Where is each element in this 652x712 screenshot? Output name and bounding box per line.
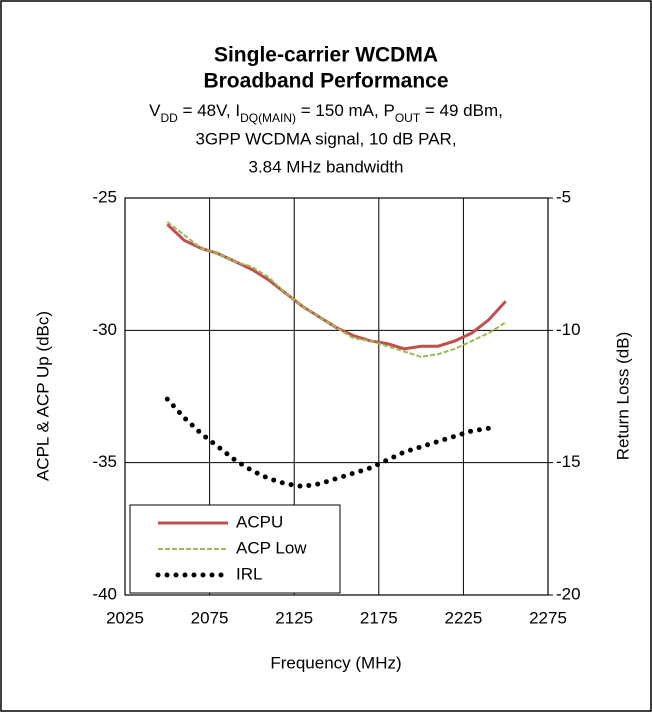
x-tick-label: 2025	[106, 608, 144, 627]
subtitle: 3.84 MHz bandwidth	[249, 157, 404, 176]
y2-axis-label: Return Loss (dB)	[613, 332, 632, 461]
subtitle-part: DQ(MAIN)	[240, 111, 296, 125]
chart-title: Single-carrier WCDMA	[214, 44, 438, 67]
x-axis-label: Frequency (MHz)	[270, 653, 401, 672]
subtitle-part: = 150 mA, P	[296, 101, 395, 120]
subtitle-part: DD	[160, 111, 178, 125]
subtitle-part: OUT	[395, 111, 421, 125]
x-tick-label: 2175	[360, 608, 398, 627]
subtitle: 3GPP WCDMA signal, 10 dB PAR,	[195, 129, 456, 148]
series-line	[166, 221, 507, 358]
y-tick-label: -35	[92, 452, 117, 471]
x-tick-label: 2275	[529, 608, 567, 627]
y-tick-label: -30	[92, 320, 117, 339]
y-tick-label: -40	[92, 584, 117, 603]
y2-tick-label: -15	[556, 452, 581, 471]
y-axis-label: ACPL & ACP Up (dBc)	[33, 311, 52, 481]
subtitle: VDD = 48V, IDQ(MAIN) = 150 mA, POUT = 49…	[149, 101, 503, 125]
y2-tick-label: -10	[556, 320, 581, 339]
x-tick-label: 2225	[444, 608, 482, 627]
x-tick-label: 2075	[191, 608, 229, 627]
y2-tick-label: -20	[556, 584, 581, 603]
y-tick-label: -25	[92, 187, 117, 206]
legend-label: ACP Low	[236, 538, 307, 557]
x-tick-label: 2125	[275, 608, 313, 627]
subtitle-part: = 48V, I	[178, 101, 240, 120]
chart-title: Broadband Performance	[203, 70, 448, 93]
legend-label: ACPU	[236, 512, 283, 531]
series-line	[164, 396, 492, 490]
subtitle-part: V	[149, 101, 161, 120]
y2-tick-label: -5	[556, 187, 571, 206]
subtitle-part: = 49 dBm,	[420, 101, 503, 120]
legend-label: IRL	[236, 564, 262, 583]
